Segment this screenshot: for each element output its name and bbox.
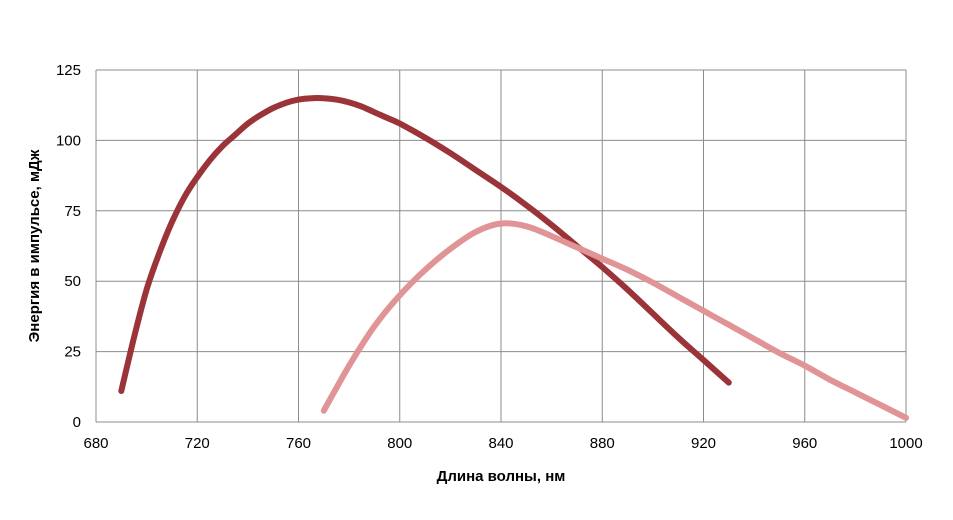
y-tick-label: 0 xyxy=(73,414,81,431)
y-tick-label: 50 xyxy=(64,273,81,290)
series-line-1 xyxy=(118,94,732,394)
x-tick-label: 1000 xyxy=(889,435,922,452)
y-tick-label: 75 xyxy=(64,203,81,220)
y-tick-label: 25 xyxy=(64,344,81,361)
x-tick-label: 840 xyxy=(488,435,513,452)
grid xyxy=(95,69,907,423)
x-tick-label: 960 xyxy=(792,435,817,452)
x-tick-label: 680 xyxy=(83,435,108,452)
series-line-2 xyxy=(320,220,909,421)
y-axis-ticks: 0 25 50 75 100 125 xyxy=(56,62,81,431)
y-tick-label: 125 xyxy=(56,62,81,79)
x-axis-ticks: 680 720 760 800 840 880 920 960 1000 xyxy=(83,435,922,452)
x-tick-label: 880 xyxy=(590,435,615,452)
x-tick-label: 720 xyxy=(185,435,210,452)
x-tick-label: 760 xyxy=(286,435,311,452)
y-axis-title: Энергия в импульсе, мДж xyxy=(26,149,43,342)
x-axis-title: Длина волны, нм xyxy=(437,468,566,485)
series-group xyxy=(118,94,909,421)
x-tick-label: 800 xyxy=(387,435,412,452)
x-tick-label: 920 xyxy=(691,435,716,452)
y-tick-label: 100 xyxy=(56,132,81,149)
